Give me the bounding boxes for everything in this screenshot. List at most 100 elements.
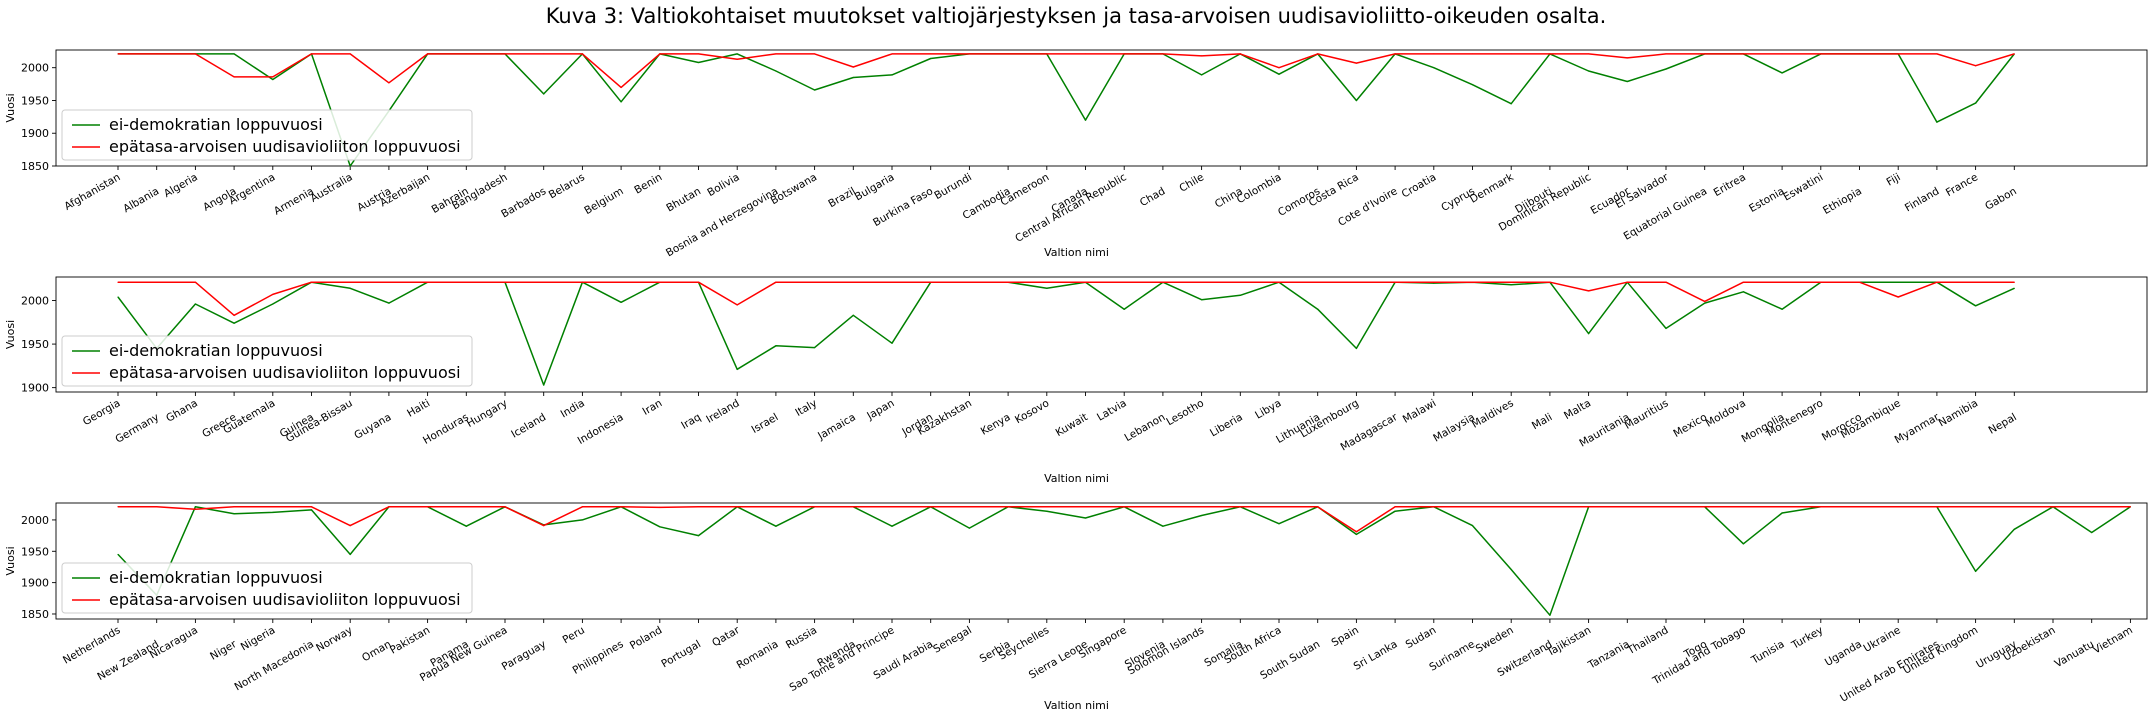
x-tick-label: Iceland bbox=[509, 411, 548, 440]
data-point bbox=[1781, 506, 1783, 508]
data-point bbox=[1239, 506, 1241, 508]
data-point bbox=[465, 525, 467, 527]
data-point bbox=[1936, 281, 1938, 283]
data-point bbox=[117, 553, 119, 556]
data-point bbox=[1355, 281, 1357, 283]
x-axis-label: Valtion nimi bbox=[1044, 472, 1109, 485]
x-tick-label: Norway bbox=[314, 624, 355, 654]
data-point bbox=[1549, 281, 1551, 283]
figure-title: Kuva 3: Valtiokohtaiset muutokset valtio… bbox=[545, 4, 1607, 28]
data-point bbox=[194, 506, 196, 508]
data-point bbox=[775, 506, 777, 508]
data-point bbox=[1510, 506, 1512, 508]
data-point bbox=[581, 281, 584, 283]
x-tick-label: Niger bbox=[208, 638, 239, 663]
data-point bbox=[427, 53, 429, 55]
data-point bbox=[1742, 506, 1744, 508]
data-point bbox=[1820, 281, 1822, 283]
data-point bbox=[1471, 53, 1474, 55]
legend-box bbox=[61, 335, 473, 387]
x-tick-label: Sweden bbox=[1474, 624, 1516, 655]
x-tick-label: Chad bbox=[1138, 185, 1167, 209]
data-point bbox=[1278, 506, 1280, 508]
legend-box bbox=[61, 562, 473, 614]
data-point bbox=[581, 519, 584, 521]
data-point bbox=[1858, 281, 1861, 283]
data-point bbox=[1588, 333, 1590, 335]
plot-frame bbox=[55, 502, 2148, 620]
data-point bbox=[310, 53, 313, 55]
data-point bbox=[388, 82, 390, 84]
x-tick-label: Tanzania bbox=[1585, 638, 1631, 672]
y-tick-label: 1950 bbox=[21, 338, 49, 351]
x-tick-label: Jamaica bbox=[815, 411, 858, 443]
data-point bbox=[156, 506, 158, 508]
x-tick-label: Latvia bbox=[1095, 397, 1129, 423]
data-point bbox=[465, 53, 467, 55]
data-point bbox=[1007, 53, 1009, 55]
data-point bbox=[194, 53, 196, 55]
data-point bbox=[117, 296, 119, 298]
x-tick-label: Sri Lanka bbox=[1352, 638, 1400, 673]
data-point bbox=[1394, 281, 1396, 283]
data-point bbox=[1858, 506, 1861, 508]
data-point bbox=[543, 524, 545, 527]
data-point bbox=[852, 281, 854, 283]
chart-panel-2: 190019502000VuosiGeorgiaGermanyGhanaGree… bbox=[4, 276, 2148, 485]
data-point bbox=[272, 78, 274, 81]
series-line-red bbox=[118, 506, 2131, 533]
data-point bbox=[233, 322, 235, 324]
y-tick-label: 1850 bbox=[21, 160, 49, 173]
x-tick-label: Sierra Leone bbox=[1027, 638, 1090, 681]
data-point bbox=[1665, 53, 1667, 55]
data-point bbox=[968, 281, 971, 283]
data-point bbox=[1549, 614, 1551, 616]
x-tick-label: Turkey bbox=[1789, 624, 1825, 652]
data-point bbox=[1278, 67, 1280, 69]
data-point bbox=[349, 553, 351, 556]
x-tick-label: Tunisia bbox=[1749, 638, 1787, 667]
data-point bbox=[1355, 62, 1357, 64]
series-line-red bbox=[118, 281, 2015, 317]
x-tick-label: Burundi bbox=[932, 171, 974, 202]
data-point bbox=[968, 527, 971, 529]
data-point bbox=[272, 76, 274, 78]
data-point bbox=[1626, 80, 1628, 83]
data-point bbox=[1201, 514, 1203, 517]
data-point bbox=[1510, 568, 1512, 571]
data-point bbox=[659, 281, 661, 283]
data-point bbox=[1588, 53, 1590, 55]
data-point bbox=[1084, 53, 1087, 55]
data-point bbox=[310, 281, 313, 283]
data-point bbox=[310, 509, 313, 511]
data-point bbox=[2013, 281, 2015, 283]
data-point bbox=[427, 281, 429, 283]
data-point bbox=[891, 53, 893, 55]
x-tick-label: Burkina Faso bbox=[871, 185, 935, 229]
data-point bbox=[156, 281, 158, 283]
x-tick-label: Mauritania bbox=[1577, 411, 1631, 449]
x-tick-label: Barbados bbox=[499, 185, 548, 220]
data-point bbox=[1975, 506, 1977, 508]
x-tick-label: Qatar bbox=[710, 624, 742, 650]
data-point bbox=[1897, 281, 1899, 283]
x-tick-label: Afghanistan bbox=[62, 171, 122, 213]
x-tick-label: Vietnam bbox=[2091, 624, 2135, 656]
data-point bbox=[310, 506, 313, 508]
x-tick-label: Russia bbox=[784, 624, 819, 651]
data-point bbox=[1239, 53, 1241, 55]
data-point bbox=[1626, 506, 1628, 508]
x-tick-label: Ukraine bbox=[1862, 624, 1903, 655]
data-point bbox=[1626, 281, 1628, 283]
data-point bbox=[1201, 506, 1203, 508]
data-point bbox=[659, 526, 661, 528]
y-tick-label: 2000 bbox=[21, 295, 49, 308]
data-point bbox=[1433, 506, 1435, 508]
x-tick-label: Romania bbox=[735, 638, 781, 671]
x-tick-label: Uganda bbox=[1823, 638, 1864, 669]
x-tick-label: Indonesia bbox=[576, 411, 626, 447]
y-tick-label: 2000 bbox=[21, 62, 49, 75]
data-point bbox=[1046, 281, 1048, 283]
data-point bbox=[1936, 506, 1938, 508]
